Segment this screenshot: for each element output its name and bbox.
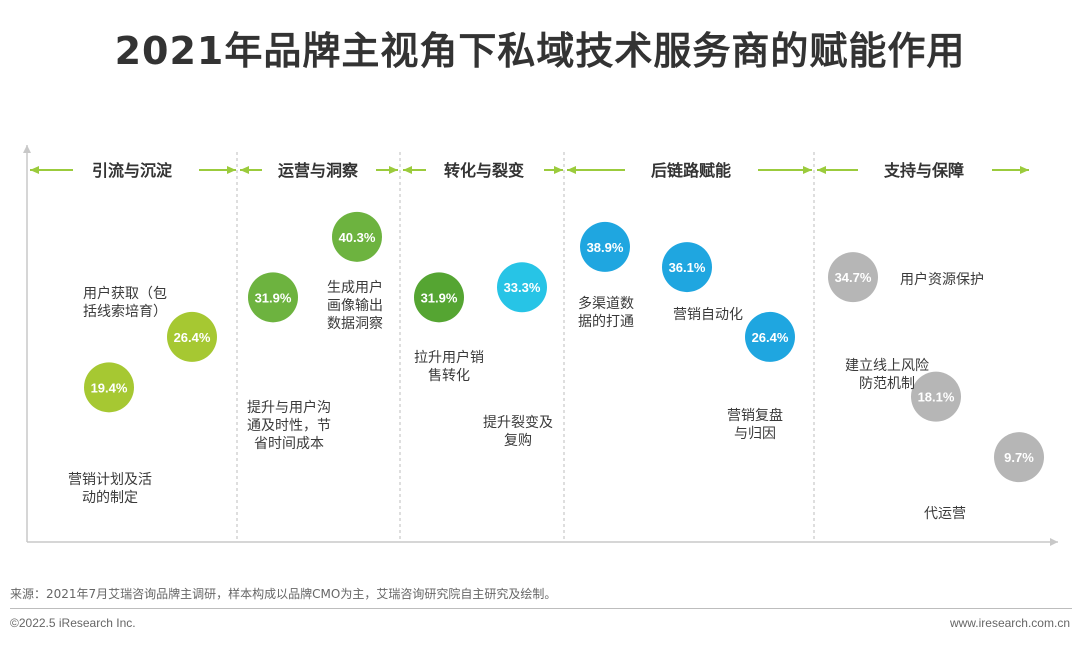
data-point: 40.3% 生成用户画像输出数据洞察 [327, 211, 383, 332]
data-bubble [745, 311, 795, 362]
source-note: 来源：2021年7月艾瑞咨询品牌主调研，样本构成以品牌CMO为主，艾瑞咨询研究院… [10, 587, 557, 601]
data-bubble [497, 262, 547, 313]
website: www.iresearch.com.cn [949, 616, 1070, 630]
label-line: 复购 [504, 432, 532, 449]
data-point: 19.4% 营销计划及活动的制定 [68, 362, 152, 506]
label-line: 省时间成本 [254, 436, 324, 452]
label-line: 用户获取（包 [83, 285, 167, 302]
label-line: 售转化 [428, 368, 470, 384]
stage-header: 支持与保障 [883, 161, 964, 180]
label-line: 据的打通 [578, 313, 634, 330]
stage-header: 后链路赋能 [651, 161, 731, 180]
stage-header: 引流与沉淀 [92, 161, 173, 180]
arrow-head [403, 166, 412, 174]
label-line: 营销自动化 [673, 307, 743, 323]
footer-divider [10, 608, 1072, 609]
data-value-label: 38.9% [587, 240, 624, 255]
arrow-head [240, 166, 249, 174]
data-bubble [662, 242, 712, 293]
data-point: 33.3% 提升裂变及复购 [483, 262, 553, 449]
data-point-label: 建立线上风险防范机制 [845, 358, 929, 392]
data-point: 34.7% 用户资源保护 [828, 252, 984, 303]
data-value-label: 40.3% [339, 230, 376, 245]
data-value-label: 36.1% [669, 260, 706, 275]
label-line: 用户资源保护 [900, 271, 984, 288]
data-value-label: 31.9% [421, 290, 458, 305]
data-bubble [167, 311, 217, 362]
label-line: 画像输出 [327, 298, 383, 314]
label-line: 动的制定 [82, 490, 138, 506]
data-bubble [580, 221, 630, 272]
arrow-head [817, 166, 826, 174]
data-value-label: 26.4% [752, 330, 789, 345]
data-point-label: 用户资源保护 [900, 271, 984, 288]
data-point-label: 提升与用户沟通及时性，节省时间成本 [247, 399, 331, 452]
label-line: 与归因 [734, 425, 776, 442]
data-point: 36.1% 营销自动化 [662, 242, 743, 323]
bubble-chart: 引流与沉淀 运营与洞察 转化与裂变 后链路赋能 支持与保障 26.4% 用户获取（包括线索培… [23, 145, 1058, 546]
label-line: 代运营 [924, 506, 966, 522]
data-point-label: 营销自动化 [673, 307, 743, 323]
data-point: 31.9% 提升与用户沟通及时性，节省时间成本 [247, 272, 331, 452]
data-point-label: 营销复盘与归因 [727, 407, 783, 442]
label-line: 生成用户 [327, 279, 383, 296]
data-point: 26.4% 用户获取（包括线索培育） [83, 285, 217, 362]
label-line: 括线索培育） [83, 303, 167, 320]
stage-header: 运营与洞察 [278, 161, 359, 180]
data-value-label: 34.7% [835, 270, 872, 285]
data-value-label: 26.4% [174, 330, 211, 345]
y-axis-arrowhead [23, 145, 31, 153]
page-title: 2021年品牌主视角下私域技术服务商的赋能作用 [114, 29, 966, 73]
label-line: 提升与用户沟 [247, 399, 331, 416]
data-point: 31.9% 拉升用户销售转化 [414, 272, 484, 384]
x-axis-arrowhead [1050, 538, 1058, 546]
data-bubble [828, 252, 878, 303]
data-point: 9.7% 代运营 [924, 432, 1044, 522]
data-value-label: 19.4% [91, 380, 128, 395]
data-point: 18.1%建立线上风险防范机制 [845, 358, 961, 422]
data-value-label: 18.1% [918, 390, 955, 405]
arrow-head [389, 166, 398, 174]
data-point-label: 拉升用户销售转化 [414, 349, 484, 384]
stage-header: 转化与裂变 [444, 161, 524, 180]
arrow-head [1020, 166, 1029, 174]
arrow-head [567, 166, 576, 174]
data-bubble [994, 432, 1044, 483]
data-point-label: 营销计划及活动的制定 [68, 472, 152, 506]
data-point-label: 多渠道数据的打通 [578, 295, 634, 330]
copyright: ©2022.5 iResearch Inc. [10, 616, 136, 630]
data-value-label: 9.7% [1004, 450, 1034, 465]
data-value-label: 31.9% [255, 290, 292, 305]
data-point: 38.9% 多渠道数据的打通 [578, 221, 634, 330]
arrow-head [554, 166, 563, 174]
label-line: 防范机制 [859, 375, 915, 392]
data-point: 26.4% 营销复盘与归因 [727, 311, 795, 442]
data-bubble [332, 211, 382, 262]
data-point-label: 提升裂变及复购 [483, 415, 553, 449]
label-line: 多渠道数 [578, 295, 634, 312]
arrow-head [227, 166, 236, 174]
data-bubble [414, 272, 464, 323]
arrow-head [30, 166, 39, 174]
data-value-label: 33.3% [504, 280, 541, 295]
data-point-label: 代运营 [924, 506, 966, 522]
label-line: 提升裂变及 [483, 415, 553, 431]
label-line: 数据洞察 [327, 315, 383, 332]
data-point-label: 用户获取（包括线索培育） [83, 285, 167, 320]
label-line: 营销计划及活 [68, 472, 152, 488]
label-line: 建立线上风险 [845, 358, 929, 374]
data-point-label: 生成用户画像输出数据洞察 [327, 279, 383, 332]
arrow-head [803, 166, 812, 174]
data-bubble [248, 272, 298, 323]
label-line: 通及时性，节 [247, 418, 331, 434]
data-bubble [84, 362, 134, 413]
data-bubble [911, 371, 961, 422]
label-line: 拉升用户销 [414, 349, 484, 366]
label-line: 营销复盘 [727, 407, 783, 424]
